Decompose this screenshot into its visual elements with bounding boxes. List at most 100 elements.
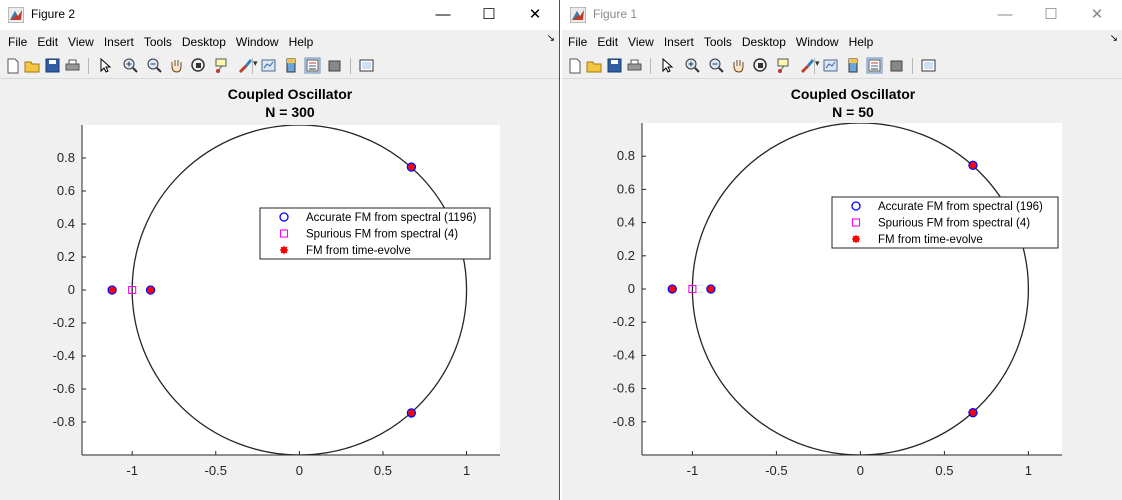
hide-plot-tools-icon[interactable] [326,57,343,74]
y-tick-label: 0.8 [617,148,635,163]
print-icon[interactable] [64,57,81,74]
pointer-icon[interactable] [96,57,113,74]
brush-dropdown-icon[interactable]: ▾ [253,58,258,68]
dock-arrow-icon[interactable]: ↘ [546,33,555,44]
menu-help[interactable]: Help [288,35,314,49]
brush-dropdown-icon[interactable]: ▾ [815,58,820,68]
plot-subtitle: N = 50 [832,104,874,120]
menu-edit[interactable]: Edit [597,35,619,49]
y-tick-label: -0.4 [53,348,75,363]
brush-icon[interactable] [236,57,253,74]
axes-background[interactable] [82,125,500,455]
menu-file[interactable]: File [8,35,28,49]
matlab-icon [570,7,586,23]
open-file-icon[interactable] [586,57,603,74]
zoom-in-icon[interactable] [122,57,139,74]
y-tick-label: 0.4 [57,216,75,231]
time-evolve-fm-point [146,286,155,294]
legend-label: Spurious FM from spectral (4) [878,218,1030,230]
rotate-3d-icon[interactable] [190,57,207,74]
data-cursor-icon[interactable] [214,57,231,74]
x-tick-label: 0.5 [935,463,953,478]
save-icon[interactable] [44,57,61,74]
toolbar-separator [912,58,913,74]
time-evolve-fm-point [968,408,977,417]
legend-marker [279,212,289,222]
title-bar[interactable]: Figure 2 — ☐ ✕ [0,0,559,30]
brush-icon[interactable] [798,57,815,74]
menu-window[interactable]: Window [795,35,839,49]
title-bar[interactable]: Figure 1 — ☐ ✕ [562,0,1122,30]
zoom-out-icon[interactable] [146,57,163,74]
maximize-button[interactable]: ☐ [1044,6,1058,23]
pan-icon[interactable] [168,57,185,74]
y-tick-label: -0.4 [613,347,635,362]
figure-toolbar: ▾ [0,54,559,79]
legend-icon[interactable] [304,57,321,74]
maximize-button[interactable]: ☐ [482,6,496,23]
legend-icon[interactable] [866,57,883,74]
new-figure-icon[interactable] [4,57,21,74]
y-tick-label: -0.2 [613,314,635,329]
window-title: Figure 2 [31,7,76,21]
legend-marker [279,229,289,238]
menu-tools[interactable]: Tools [703,35,732,49]
legend[interactable]: Accurate FM from spectral (196) Spurious … [831,196,1059,249]
new-figure-icon[interactable] [566,57,583,74]
y-tick-label: 0.8 [57,150,75,165]
figure-toolbar: ▾ [562,54,1122,79]
minimize-button[interactable]: — [435,6,451,23]
save-icon[interactable] [606,57,623,74]
toolbar-separator [252,58,253,74]
minimize-button[interactable]: — [997,6,1013,23]
menu-view[interactable]: View [68,35,94,49]
matlab-icon [8,7,24,23]
zoom-out-icon[interactable] [708,57,725,74]
toolbar-separator [650,58,651,74]
unit-circle [691,123,1029,455]
axes-background[interactable] [642,123,1062,455]
x-tick-label: 0 [857,463,864,478]
x-tick-label: 0.5 [374,463,392,478]
hide-plot-tools-icon[interactable] [888,57,905,74]
menu-bar: File Edit View Insert Tools Desktop Window Help… [0,30,559,54]
link-plot-icon[interactable] [260,57,277,74]
menu-edit[interactable]: Edit [37,35,59,49]
legend[interactable]: Accurate FM from spectral (1196) Spurious… [259,207,491,260]
pan-icon[interactable] [730,57,747,74]
legend-label: FM from time-evolve [306,245,411,257]
menu-help[interactable]: Help [848,35,874,49]
accurate-fm-point [706,284,716,294]
menu-view[interactable]: View [628,35,654,49]
menu-file[interactable]: File [568,35,588,49]
dock-arrow-icon[interactable]: ↘ [1109,33,1118,44]
print-icon[interactable] [626,57,643,74]
accurate-fm-point [406,162,417,172]
show-plot-tools-icon[interactable] [920,57,937,74]
figure-window-1[interactable]: Figure 1 — ☐ ✕ File Edit View Insert Tools De… [562,0,1122,500]
menu-desktop[interactable]: Desktop [181,35,226,49]
pointer-icon[interactable] [658,57,675,74]
show-plot-tools-icon[interactable] [358,57,375,74]
rotate-3d-icon[interactable] [752,57,769,74]
colorbar-icon[interactable] [282,57,299,74]
menu-insert[interactable]: Insert [103,35,134,49]
plot-title: Coupled Oscillator [228,86,353,102]
legend-marker [280,246,288,254]
x-tick-label: -0.5 [205,463,227,478]
menu-window[interactable]: Window [235,35,279,49]
menu-desktop[interactable]: Desktop [741,35,786,49]
figure-window-2[interactable]: Figure 2 — ☐ ✕ File Edit View Insert Tools De… [0,0,560,500]
accurate-fm-point [968,160,978,170]
close-button[interactable]: ✕ [528,6,542,23]
toolbar-separator [350,58,351,74]
menu-insert[interactable]: Insert [663,35,694,49]
link-plot-icon[interactable] [822,57,839,74]
colorbar-icon[interactable] [844,57,861,74]
close-button[interactable]: ✕ [1090,6,1104,23]
data-cursor-icon[interactable] [776,57,793,74]
open-file-icon[interactable] [24,57,41,74]
menu-tools[interactable]: Tools [143,35,172,49]
toolbar-separator [88,58,89,74]
zoom-in-icon[interactable] [684,57,701,74]
